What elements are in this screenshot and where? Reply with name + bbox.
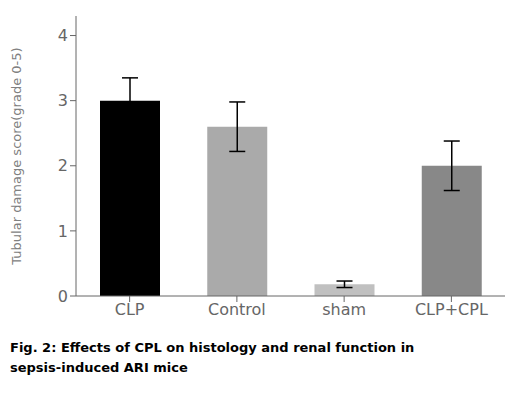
svg-text:4: 4 xyxy=(58,26,68,45)
svg-text:sham: sham xyxy=(322,300,366,319)
svg-text:CLP+CPL: CLP+CPL xyxy=(415,300,488,319)
html-text:Fig. 2: Effects of CPL on hist: Fig. 2: Effects of CPL on histology and … xyxy=(10,340,415,355)
svg-text:Tubular damage score(grade 0-5: Tubular damage score(grade 0-5) xyxy=(9,47,24,265)
html-text:sepsis-induced ARI mice: sepsis-induced ARI mice xyxy=(10,360,188,375)
svg-text:CLP: CLP xyxy=(115,300,145,319)
svg-text:3: 3 xyxy=(58,91,68,110)
svg-text:2: 2 xyxy=(58,156,68,175)
svg-text:0: 0 xyxy=(58,287,68,306)
svg-text:1: 1 xyxy=(58,222,68,241)
svg-text:Control: Control xyxy=(208,300,266,319)
